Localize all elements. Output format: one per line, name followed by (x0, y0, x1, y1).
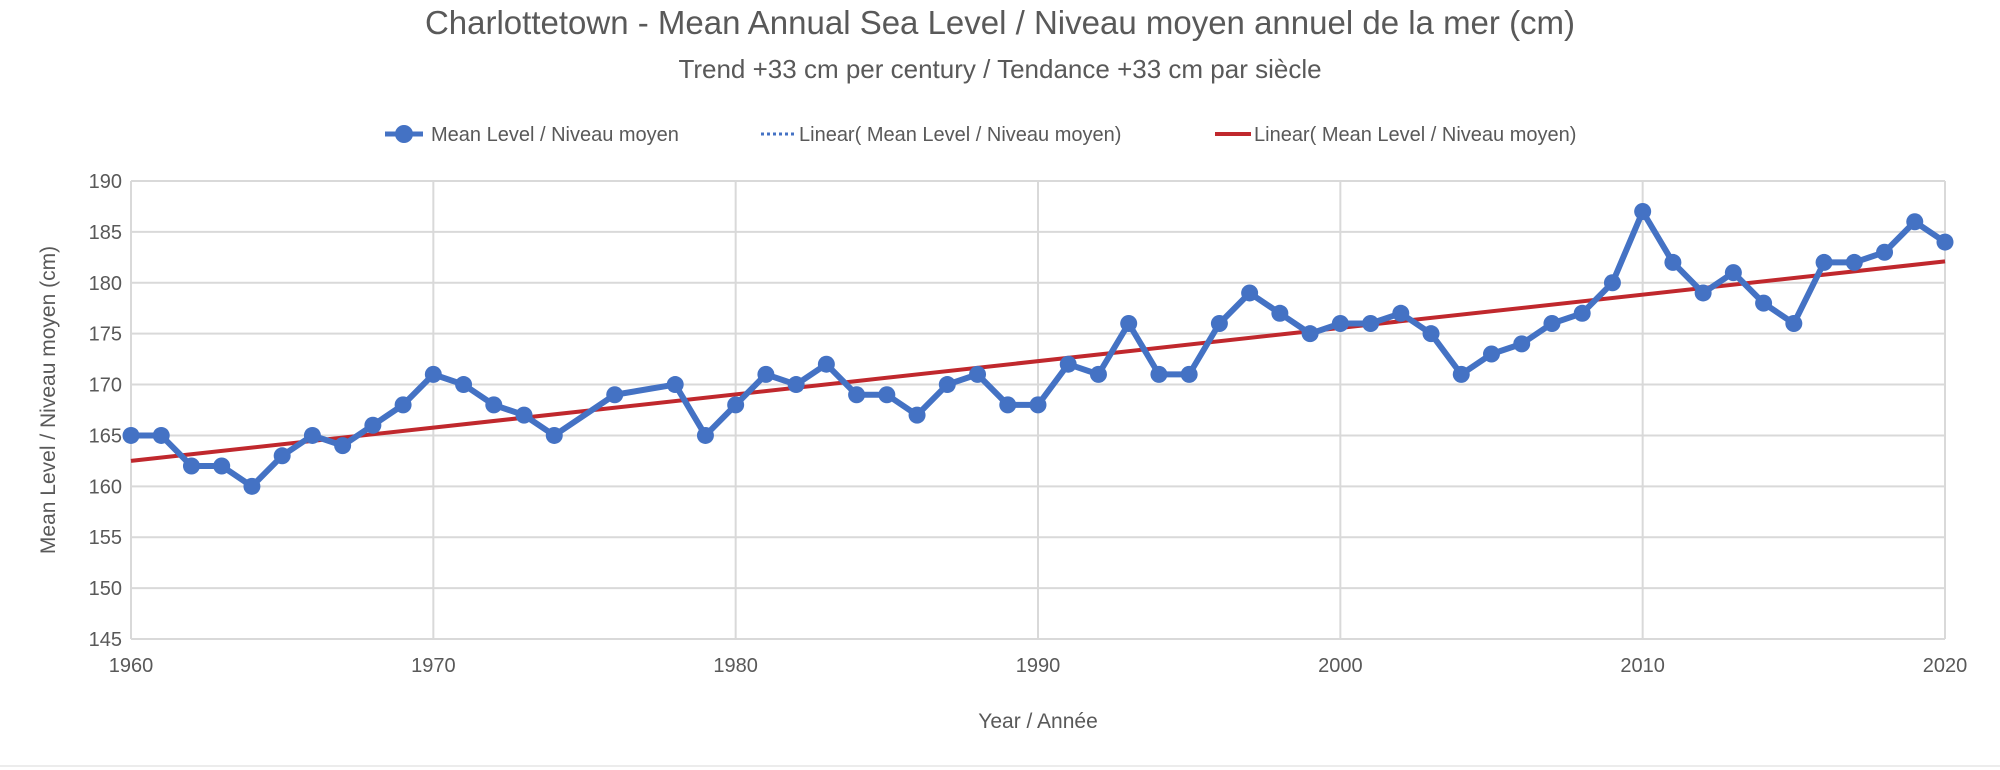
data-point (757, 365, 775, 383)
data-point (1120, 314, 1138, 332)
legend-label: Linear( Mean Level / Niveau moyen) (1254, 124, 1576, 146)
data-point (666, 376, 684, 394)
x-tick-label: 2000 (1318, 655, 1363, 677)
data-point (243, 477, 261, 495)
legend-item-linear-dotted: Linear( Mean Level / Niveau moyen) (761, 124, 1121, 146)
x-axis-title: Year / Année (978, 710, 1098, 733)
data-point (1543, 314, 1561, 332)
chart-title: Charlottetown - Mean Annual Sea Level / … (425, 4, 1575, 41)
y-tick-label: 190 (89, 171, 122, 193)
data-point (303, 426, 321, 444)
data-point (1755, 294, 1773, 312)
y-axis-title: Mean Level / Niveau moyen (cm) (37, 246, 60, 554)
x-tick-label: 1970 (411, 655, 456, 677)
y-tick-label: 155 (89, 527, 122, 549)
data-point (122, 426, 140, 444)
data-point (1271, 304, 1289, 322)
data-point (1906, 213, 1924, 231)
data-point (1694, 284, 1712, 302)
data-point (1603, 274, 1621, 292)
data-point (1724, 264, 1742, 282)
y-tick-label: 175 (89, 324, 122, 346)
data-point (1089, 365, 1107, 383)
data-point (1513, 335, 1531, 353)
data-point (1210, 314, 1228, 332)
x-tick-label: 2010 (1620, 655, 1665, 677)
data-point (1634, 203, 1652, 221)
legend-label: Linear( Mean Level / Niveau moyen) (799, 124, 1121, 146)
data-point (1573, 304, 1591, 322)
gridlines (130, 180, 1946, 640)
trend-lines (130, 259, 1946, 463)
data-point (1301, 325, 1319, 343)
data-point (182, 457, 200, 475)
data-point (364, 416, 382, 434)
data-point (1392, 304, 1410, 322)
x-axis-ticks: 1960 1970 1980 1990 2000 2010 2020 (109, 655, 1968, 677)
y-tick-label: 160 (89, 476, 122, 498)
legend-item-linear-solid: Linear( Mean Level / Niveau moyen) (1215, 124, 1576, 146)
data-point (727, 396, 745, 414)
data-point (969, 365, 987, 383)
x-tick-label: 1990 (1016, 655, 1061, 677)
data-point (1029, 396, 1047, 414)
data-point (1936, 233, 1954, 251)
data-point (1422, 325, 1440, 343)
data-point (1150, 365, 1168, 383)
data-point (545, 426, 563, 444)
data-point (999, 396, 1017, 414)
x-tick-label: 1960 (109, 655, 154, 677)
data-point (787, 376, 805, 394)
y-tick-label: 150 (89, 578, 122, 600)
data-point (1483, 345, 1500, 363)
data-point (1362, 314, 1380, 332)
data-point (1241, 284, 1259, 302)
data-point (848, 386, 866, 404)
data-point (273, 447, 291, 465)
data-point (1331, 314, 1349, 332)
data-point (152, 426, 170, 444)
data-point (1180, 365, 1198, 383)
y-tick-label: 145 (89, 629, 122, 651)
data-point (1845, 253, 1863, 271)
linear-trend-line (130, 259, 1946, 463)
data-point (696, 426, 714, 444)
data-point (334, 437, 352, 455)
data-point (455, 376, 473, 394)
data-point (213, 457, 231, 475)
legend-item-mean-level: Mean Level / Niveau moyen (385, 124, 679, 146)
data-point (606, 386, 624, 404)
data-point (908, 406, 926, 424)
legend-marker-icon (395, 125, 413, 143)
x-tick-label: 2020 (1923, 655, 1968, 677)
data-point (878, 386, 896, 404)
legend-label: Mean Level / Niveau moyen (431, 124, 679, 146)
x-tick-label: 1980 (713, 655, 758, 677)
y-tick-label: 170 (89, 375, 122, 397)
y-axis-ticks: 145 150 155 160 165 170 175 180 185 190 (89, 171, 122, 651)
data-point (424, 365, 442, 383)
data-point (485, 396, 503, 414)
data-point (515, 406, 533, 424)
legend: Mean Level / Niveau moyen Linear( Mean L… (385, 124, 1576, 146)
y-tick-label: 165 (89, 425, 122, 447)
data-point (817, 355, 835, 373)
mean-level-series (122, 203, 1954, 495)
data-point (938, 376, 956, 394)
data-point (1664, 253, 1682, 271)
data-point (394, 396, 412, 414)
data-point (1815, 253, 1833, 271)
data-point (1059, 355, 1077, 373)
data-point (1785, 314, 1803, 332)
chart-subtitle: Trend +33 cm per century / Tendance +33 … (678, 54, 1321, 84)
data-point (1876, 243, 1894, 261)
data-point (1452, 365, 1470, 383)
y-tick-label: 185 (89, 222, 122, 244)
y-tick-label: 180 (89, 273, 122, 295)
